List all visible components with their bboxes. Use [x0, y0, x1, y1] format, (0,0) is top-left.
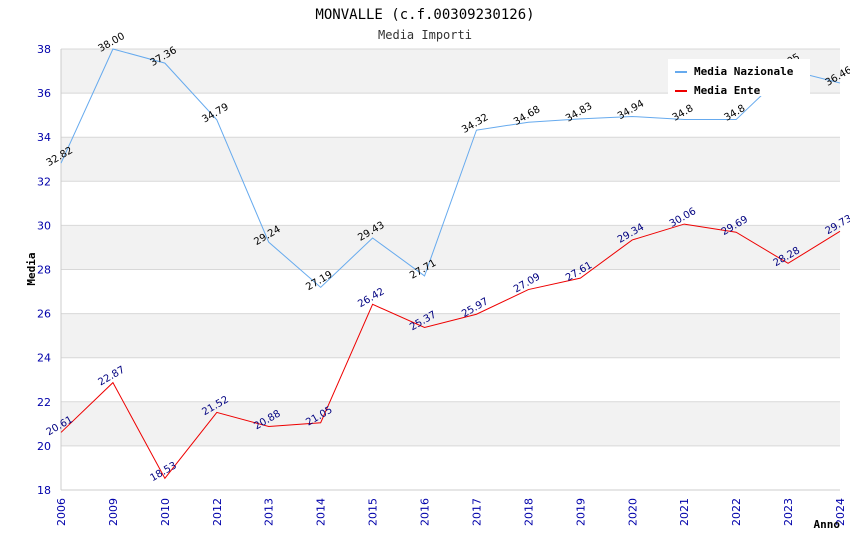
- x-tick-label: 2024: [834, 498, 847, 526]
- y-tick-label: 30: [37, 219, 51, 232]
- legend-label-media-nazionale: Media Nazionale: [694, 65, 794, 78]
- x-tick-label: 2012: [211, 498, 224, 526]
- x-tick-label: 2018: [522, 498, 535, 526]
- plot-band: [61, 313, 840, 358]
- plot-band: [61, 401, 840, 446]
- x-tick-label: 2021: [678, 498, 691, 526]
- x-tick-label: 2022: [730, 498, 743, 526]
- y-tick-label: 32: [37, 175, 51, 188]
- plot-band: [61, 357, 840, 402]
- x-tick-label: 2015: [367, 498, 380, 526]
- y-tick-label: 38: [37, 43, 51, 56]
- x-tick-label: 2023: [782, 498, 795, 526]
- plot-band: [61, 137, 840, 182]
- chart-subtitle: Media Importi: [378, 28, 472, 42]
- x-tick-label: 2019: [574, 498, 587, 526]
- y-tick-label: 36: [37, 87, 51, 100]
- y-tick-label: 28: [37, 264, 51, 277]
- plot-band: [61, 225, 840, 270]
- plot-bands: [61, 49, 840, 490]
- x-tick-label: 2014: [315, 498, 328, 526]
- x-axis-label: Anno: [814, 518, 841, 531]
- legend: Media Nazionale Media Ente: [668, 59, 810, 97]
- series-line-media-ente: [60, 223, 841, 480]
- x-tick-label: 2009: [107, 498, 120, 526]
- plot-band: [61, 93, 840, 138]
- plot-band: [61, 445, 840, 490]
- y-tick-label: 20: [37, 440, 51, 453]
- y-tick-label: 18: [37, 484, 51, 497]
- y-axis-label: Media: [25, 252, 38, 285]
- x-tick-label: 2013: [263, 498, 276, 526]
- x-tick-label: 2020: [626, 498, 639, 526]
- chart-title: MONVALLE (c.f.00309230126): [315, 7, 534, 23]
- x-tick-label: 2016: [419, 498, 432, 526]
- y-tick-label: 26: [37, 308, 51, 321]
- y-tick-label: 24: [37, 352, 51, 365]
- legend-label-media-ente: Media Ente: [694, 84, 761, 97]
- x-tick-labels: 2006 2009 2010 2012 2013 2014 2015 2016 2017 2018…: [55, 498, 847, 526]
- x-tick-label: 2017: [470, 498, 483, 526]
- series-lines: [60, 48, 841, 480]
- series-line-media-nazionale: [60, 48, 841, 289]
- x-tick-label: 2006: [55, 498, 68, 526]
- legend-box: [668, 59, 810, 96]
- y-tick-label: 22: [37, 396, 51, 409]
- y-tick-labels: 18 20 22 24 26 28 30 32 34 36 38: [37, 43, 51, 497]
- x-tick-label: 2010: [159, 498, 172, 526]
- plot-band: [61, 269, 840, 314]
- axes: [60, 49, 840, 491]
- y-tick-label: 34: [37, 131, 51, 144]
